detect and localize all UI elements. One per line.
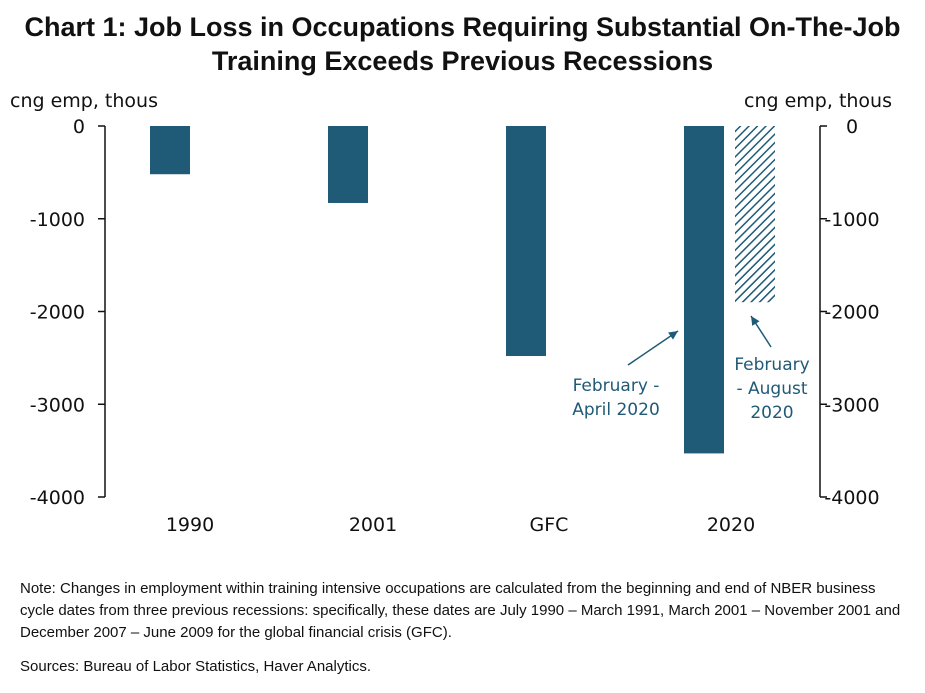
annotation-arrowhead bbox=[751, 316, 760, 326]
bar bbox=[150, 126, 190, 175]
bar-chart: cng emp, thous cng emp, thous 0 0 -1000 -10… bbox=[10, 90, 892, 536]
right-y-tick-label: -2000 bbox=[824, 302, 879, 324]
chart-note: Note: Changes in employment within train… bbox=[20, 580, 901, 641]
chart-source: Sources: Bureau of Labor Statistics, Hav… bbox=[20, 658, 371, 675]
left-y-tick-label: -3000 bbox=[30, 394, 85, 416]
bar bbox=[328, 126, 368, 203]
bar bbox=[684, 126, 724, 454]
chart-title-line-1: Chart 1: Job Loss in Occupations Requiri… bbox=[24, 12, 901, 42]
left-y-tick-label: -1000 bbox=[30, 209, 85, 231]
left-y-axis-label: cng emp, thous bbox=[10, 90, 158, 112]
x-tick-label: 2020 bbox=[707, 514, 755, 536]
annotation-arrow bbox=[627, 330, 679, 366]
annotation-text: - August bbox=[736, 379, 807, 399]
right-y-axis-label: cng emp, thous bbox=[744, 90, 892, 112]
right-y-tick-label: -3000 bbox=[824, 394, 879, 416]
bar-hatched bbox=[735, 126, 775, 303]
x-tick-label: GFC bbox=[530, 514, 569, 536]
x-tick-label: 2001 bbox=[349, 514, 397, 536]
annotation-text: February bbox=[734, 355, 809, 375]
left-y-tick-label: 0 bbox=[73, 116, 85, 138]
annotation-text: April 2020 bbox=[572, 400, 660, 420]
left-y-tick-label: -2000 bbox=[30, 302, 85, 324]
chart-title: Chart 1: Job Loss in Occupations Requiri… bbox=[0, 10, 925, 78]
left-y-tick-label: -4000 bbox=[30, 487, 85, 509]
right-y-tick-label: -1000 bbox=[824, 209, 879, 231]
annotation-text: February - bbox=[573, 376, 660, 396]
right-y-tick-label: 0 bbox=[846, 116, 858, 138]
annotation-text: 2020 bbox=[750, 403, 793, 423]
x-tick-label: 1990 bbox=[166, 514, 214, 536]
chart-title-line-2: Training Exceeds Previous Recessions bbox=[211, 46, 714, 76]
bar bbox=[506, 126, 546, 357]
annotation-arrowhead bbox=[668, 331, 678, 340]
right-y-tick-label: -4000 bbox=[824, 487, 879, 509]
